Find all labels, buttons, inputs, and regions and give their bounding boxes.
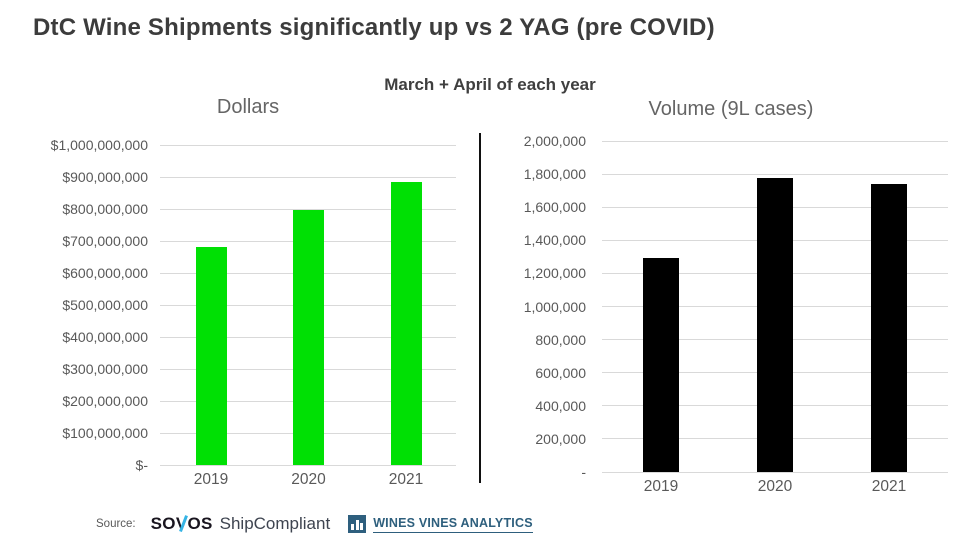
gridline xyxy=(160,400,456,402)
shipcompliant-wordmark: ShipCompliant xyxy=(219,514,331,533)
gridline xyxy=(602,438,948,440)
wines-vines-analytics-link[interactable]: WINES VINES ANALYTICS xyxy=(348,515,533,533)
gridline xyxy=(602,372,948,374)
y-axis-tick-label: 2,000,000 xyxy=(523,133,586,149)
gridline xyxy=(160,432,456,434)
y-axis-tick-label: $400,000,000 xyxy=(62,329,148,345)
gridline xyxy=(602,239,948,241)
y-axis-tick-label: $800,000,000 xyxy=(62,201,148,217)
page-title: DtC Wine Shipments significantly up vs 2… xyxy=(33,14,715,41)
sovos-logo-post: OS xyxy=(187,514,213,533)
source-label: Source: xyxy=(96,518,136,530)
y-axis-tick-label: $100,000,000 xyxy=(62,425,148,441)
y-axis-tick-label: 1,000,000 xyxy=(523,298,586,315)
gridline xyxy=(160,208,456,210)
gridline xyxy=(602,173,948,175)
y-axis-tick-label: - xyxy=(581,464,586,480)
bar-2019 xyxy=(643,257,679,472)
sovos-logo-pre: SO xyxy=(150,514,176,533)
y-axis-tick-label: 1,800,000 xyxy=(523,166,586,183)
gridline xyxy=(160,464,456,466)
gridline xyxy=(602,339,948,341)
y-axis-tick-label: $- xyxy=(135,457,148,473)
y-axis-tick-label: $1,000,000,000 xyxy=(50,137,148,153)
y-axis-tick-label: $200,000,000 xyxy=(62,393,148,409)
y-axis-tick-label: $300,000,000 xyxy=(62,361,148,377)
y-axis-tick-label: 800,000 xyxy=(535,331,586,348)
y-axis-tick-label: $700,000,000 xyxy=(62,233,148,249)
gridline xyxy=(160,304,456,306)
gridline xyxy=(602,206,948,208)
gridline xyxy=(602,272,948,274)
y-axis-tick-label: 1,400,000 xyxy=(523,232,586,249)
y-axis-tick-label: $900,000,000 xyxy=(62,169,148,185)
gridline xyxy=(602,471,948,473)
y-axis-tick-label: 1,200,000 xyxy=(523,265,586,282)
bar-2019 xyxy=(195,246,227,465)
x-axis-tick-label: 2020 xyxy=(757,478,793,495)
gridline xyxy=(160,336,456,338)
x-axis-tick-label: 2021 xyxy=(388,471,424,488)
bar-2020 xyxy=(293,210,324,465)
gridline xyxy=(160,368,456,370)
y-axis-tick-label: $500,000,000 xyxy=(62,297,148,313)
gridline xyxy=(160,272,456,274)
gridline xyxy=(160,240,456,242)
gridline xyxy=(160,176,456,178)
x-axis-tick-label: 2019 xyxy=(643,478,679,495)
dollars-chart-title: Dollars xyxy=(216,96,280,118)
bar-2021 xyxy=(390,182,422,465)
source-attribution: Source: SOVOS ShipCompliant WINES VINES … xyxy=(96,510,533,538)
bar-2021 xyxy=(871,184,907,472)
y-axis-tick-label: 200,000 xyxy=(535,430,586,447)
gridline xyxy=(602,140,948,142)
bar-2020 xyxy=(757,177,793,472)
gridline xyxy=(160,144,456,146)
y-axis-tick-label: 400,000 xyxy=(535,397,586,414)
wines-vines-analytics-wordmark: WINES VINES ANALYTICS xyxy=(373,516,533,533)
y-axis-tick-label: 1,600,000 xyxy=(523,199,586,216)
sovos-logo: SOVOS xyxy=(151,514,213,534)
gridline xyxy=(602,306,948,307)
x-axis-tick-label: 2021 xyxy=(871,478,907,495)
x-axis-tick-label: 2019 xyxy=(193,471,229,488)
volume-chart-title: Volume (9L cases) xyxy=(648,98,814,120)
x-axis-tick-label: 2020 xyxy=(291,471,326,488)
y-axis-tick-label: $600,000,000 xyxy=(62,265,148,281)
chart-divider-line xyxy=(479,133,481,483)
chart-subtitle: March + April of each year xyxy=(384,75,596,94)
sovos-logo-v: V xyxy=(176,514,188,534)
y-axis-tick-label: 600,000 xyxy=(535,364,586,381)
bar-chart-icon xyxy=(348,515,367,533)
gridline xyxy=(602,405,948,407)
